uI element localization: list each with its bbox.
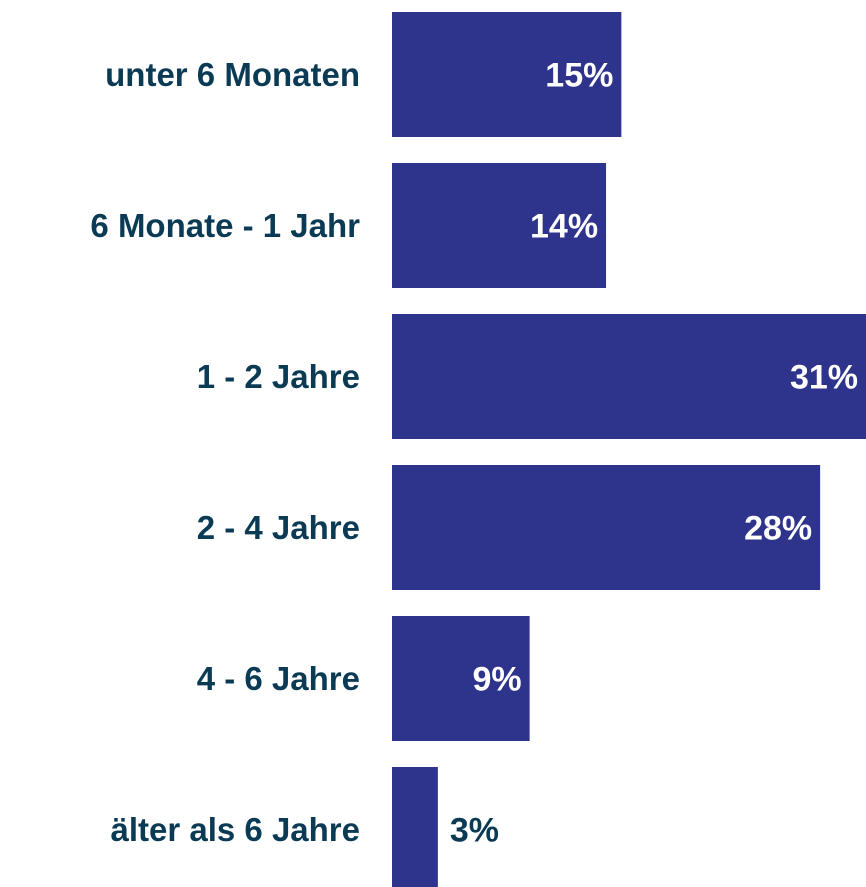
bar	[392, 616, 530, 741]
value-label: 3%	[450, 811, 499, 849]
value-label: 14%	[530, 207, 598, 245]
category-label: unter 6 Monaten	[105, 56, 360, 93]
value-label: 28%	[744, 509, 812, 547]
category-label: älter als 6 Jahre	[111, 811, 361, 848]
bar	[392, 767, 438, 887]
bar	[392, 163, 607, 288]
value-label: 31%	[790, 358, 858, 396]
category-label: 1 - 2 Jahre	[197, 358, 360, 395]
category-label: 2 - 4 Jahre	[197, 509, 360, 546]
value-label: 15%	[545, 56, 613, 94]
category-label: 4 - 6 Jahre	[197, 660, 360, 697]
bar	[392, 465, 821, 590]
value-label: 9%	[472, 660, 521, 698]
bar	[392, 314, 866, 439]
category-label: 6 Monate - 1 Jahr	[90, 207, 360, 244]
bar	[392, 12, 622, 137]
